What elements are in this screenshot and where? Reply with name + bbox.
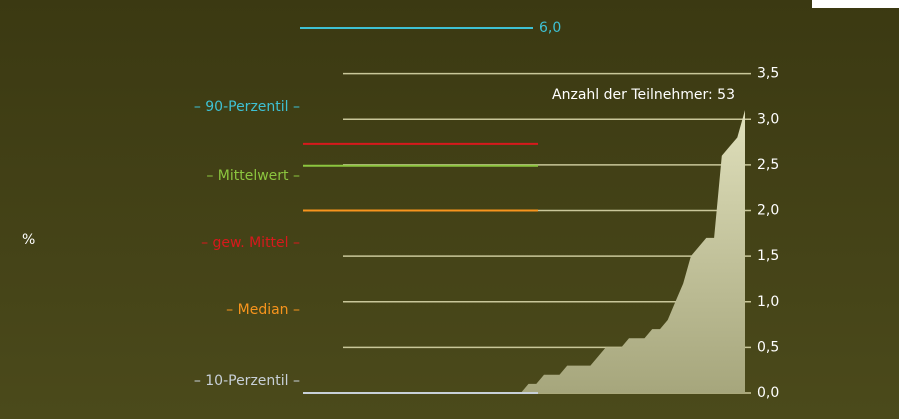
y-axis-label: %	[22, 232, 35, 248]
marker-label: – Median –	[226, 302, 300, 318]
marker-label: – Mittelwert –	[206, 168, 300, 184]
y-tick-label: 2,5	[757, 157, 779, 173]
y-tick-label: 1,5	[757, 248, 779, 264]
marker-value: 6,0	[539, 20, 561, 36]
y-tick-label: 3,5	[757, 66, 779, 82]
y-tick-label: 2,0	[757, 203, 779, 219]
y-tick-label: 0,0	[757, 385, 779, 401]
annotation: Anzahl der Teilnehmer: 53	[552, 87, 735, 103]
area	[343, 110, 745, 393]
top-strip	[812, 0, 899, 8]
y-tick-label: 1,0	[757, 294, 779, 310]
y-tick-label: 3,0	[757, 111, 779, 127]
marker-label: – 10-Perzentil –	[194, 373, 300, 389]
y-tick-label: 0,5	[757, 339, 779, 355]
marker-label: – 90-Perzentil –	[194, 99, 300, 115]
marker-label: – gew. Mittel –	[201, 235, 300, 251]
